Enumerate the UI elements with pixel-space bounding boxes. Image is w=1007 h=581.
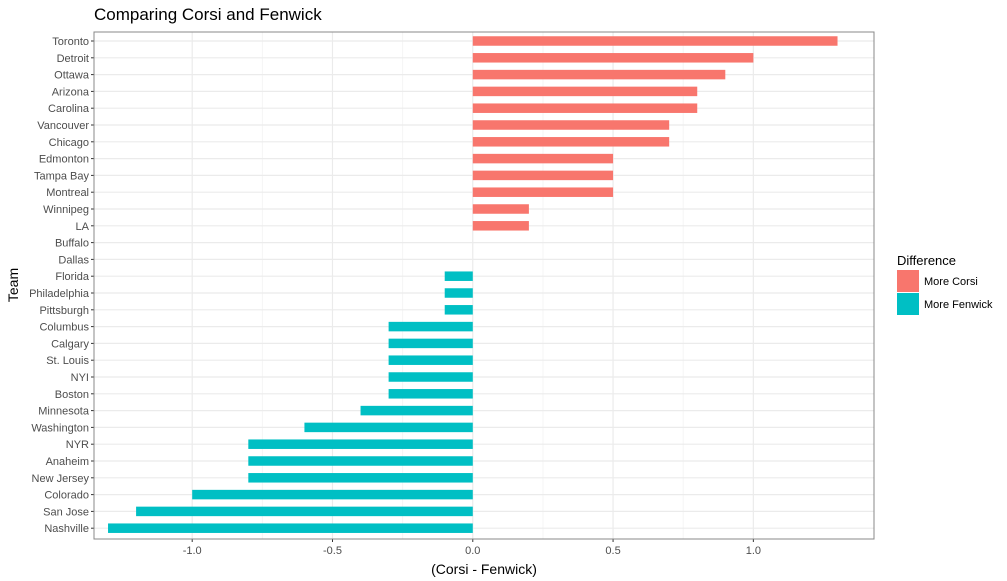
bar-philadelphia (444, 288, 473, 298)
y-tick-label: LA (76, 221, 90, 233)
x-tick-label: -0.5 (323, 545, 342, 557)
y-tick-label: Chicago (49, 137, 89, 149)
bar-ottawa (472, 69, 726, 80)
y-tick-label: Tampa Bay (34, 170, 90, 182)
y-tick-label: Dallas (58, 254, 89, 266)
x-axis-title: (Corsi - Fenwick) (431, 561, 537, 577)
y-tick-label: Calgary (51, 338, 89, 350)
bar-boston (388, 389, 473, 399)
y-tick-label: Philadelphia (29, 288, 90, 300)
bar-nashville (108, 523, 473, 533)
bar-detroit (472, 53, 754, 63)
bar-montreal (472, 187, 614, 197)
y-tick-label: New Jersey (32, 473, 90, 485)
x-tick-label: 0.5 (605, 545, 620, 557)
y-tick-label: Nashville (44, 523, 89, 535)
bar-arizona (472, 86, 698, 97)
legend-title: Difference (897, 253, 956, 268)
legend: Difference More Corsi More Fenwick (897, 253, 993, 315)
bar-tampa-bay (472, 170, 614, 181)
y-axis-ticks: Toronto Detroit Ottawa Arizona Carolina Vanco… (29, 36, 94, 535)
bar-anaheim (248, 456, 473, 466)
x-tick-label: 0.0 (465, 545, 480, 557)
bar-st-louis (388, 355, 473, 365)
y-tick-label: NYI (71, 372, 89, 384)
x-axis-ticks: -1.0 -0.5 0.0 0.5 1.0 (183, 539, 761, 557)
bar-columbus (388, 321, 473, 332)
bar-vancouver (472, 120, 670, 130)
bar-calgary (388, 338, 473, 349)
plot-panel-border (93, 31, 875, 540)
bar-chicago (472, 137, 670, 147)
bar-carolina (472, 103, 698, 113)
bar-winnipeg (472, 204, 529, 214)
bar-pittsburgh (444, 305, 473, 315)
bar-washington (304, 422, 473, 433)
y-tick-label: Florida (55, 271, 90, 283)
y-axis-title: Team (5, 268, 21, 302)
x-tick-label: 1.0 (746, 545, 761, 557)
y-tick-label: Columbus (39, 322, 89, 334)
y-tick-label: Toronto (52, 36, 89, 48)
x-tick-label: -1.0 (183, 545, 202, 557)
y-tick-label: Winnipeg (43, 204, 89, 216)
y-tick-label: Boston (55, 389, 89, 401)
y-tick-label: Carolina (48, 103, 90, 115)
bar-san-jose (136, 506, 473, 517)
bar-minnesota (360, 405, 473, 416)
y-tick-label: Vancouver (37, 120, 89, 132)
legend-label: More Fenwick (924, 299, 993, 311)
bar-la (472, 221, 529, 231)
y-tick-label: Ottawa (54, 70, 90, 82)
y-tick-label: Colorado (44, 490, 89, 502)
bar-nyi (388, 372, 473, 382)
y-tick-label: NYR (66, 439, 89, 451)
y-tick-label: Washington (31, 422, 89, 434)
bar-nyr (248, 439, 473, 449)
y-tick-label: Anaheim (46, 456, 89, 468)
bars (108, 36, 838, 533)
legend-label: More Corsi (924, 276, 978, 288)
legend-key-more-corsi (897, 270, 919, 292)
y-tick-label: Minnesota (38, 406, 90, 418)
y-tick-label: Buffalo (55, 238, 89, 250)
bar-edmonton (472, 153, 614, 164)
y-tick-label: Pittsburgh (39, 305, 89, 317)
chart-title: Comparing Corsi and Fenwick (94, 5, 322, 24)
y-tick-label: St. Louis (46, 355, 89, 367)
y-tick-label: Detroit (57, 53, 89, 65)
y-tick-label: Edmonton (39, 154, 89, 166)
bar-florida (444, 271, 473, 281)
y-tick-label: Montreal (46, 187, 89, 199)
bar-colorado (192, 489, 473, 500)
bar-toronto (472, 36, 838, 46)
y-tick-label: San Jose (43, 506, 89, 518)
bar-new-jersey (248, 473, 473, 483)
y-tick-label: Arizona (52, 86, 90, 98)
legend-key-more-fenwick (897, 293, 919, 315)
